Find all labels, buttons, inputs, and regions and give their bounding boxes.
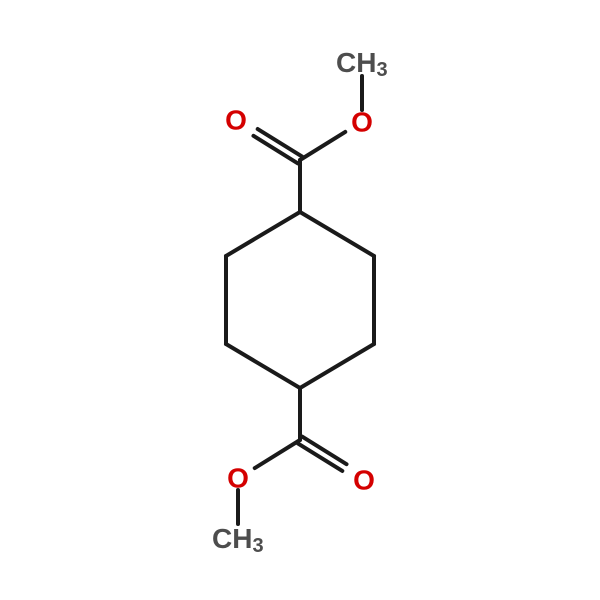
oxygen-top-double: O: [225, 105, 247, 136]
oxygen-bottom-double: O: [353, 465, 375, 496]
molecule-diagram: OOCH3OOCH3: [0, 0, 600, 600]
methyl-top: CH3: [336, 47, 388, 82]
methyl-bottom: CH3: [212, 523, 264, 558]
